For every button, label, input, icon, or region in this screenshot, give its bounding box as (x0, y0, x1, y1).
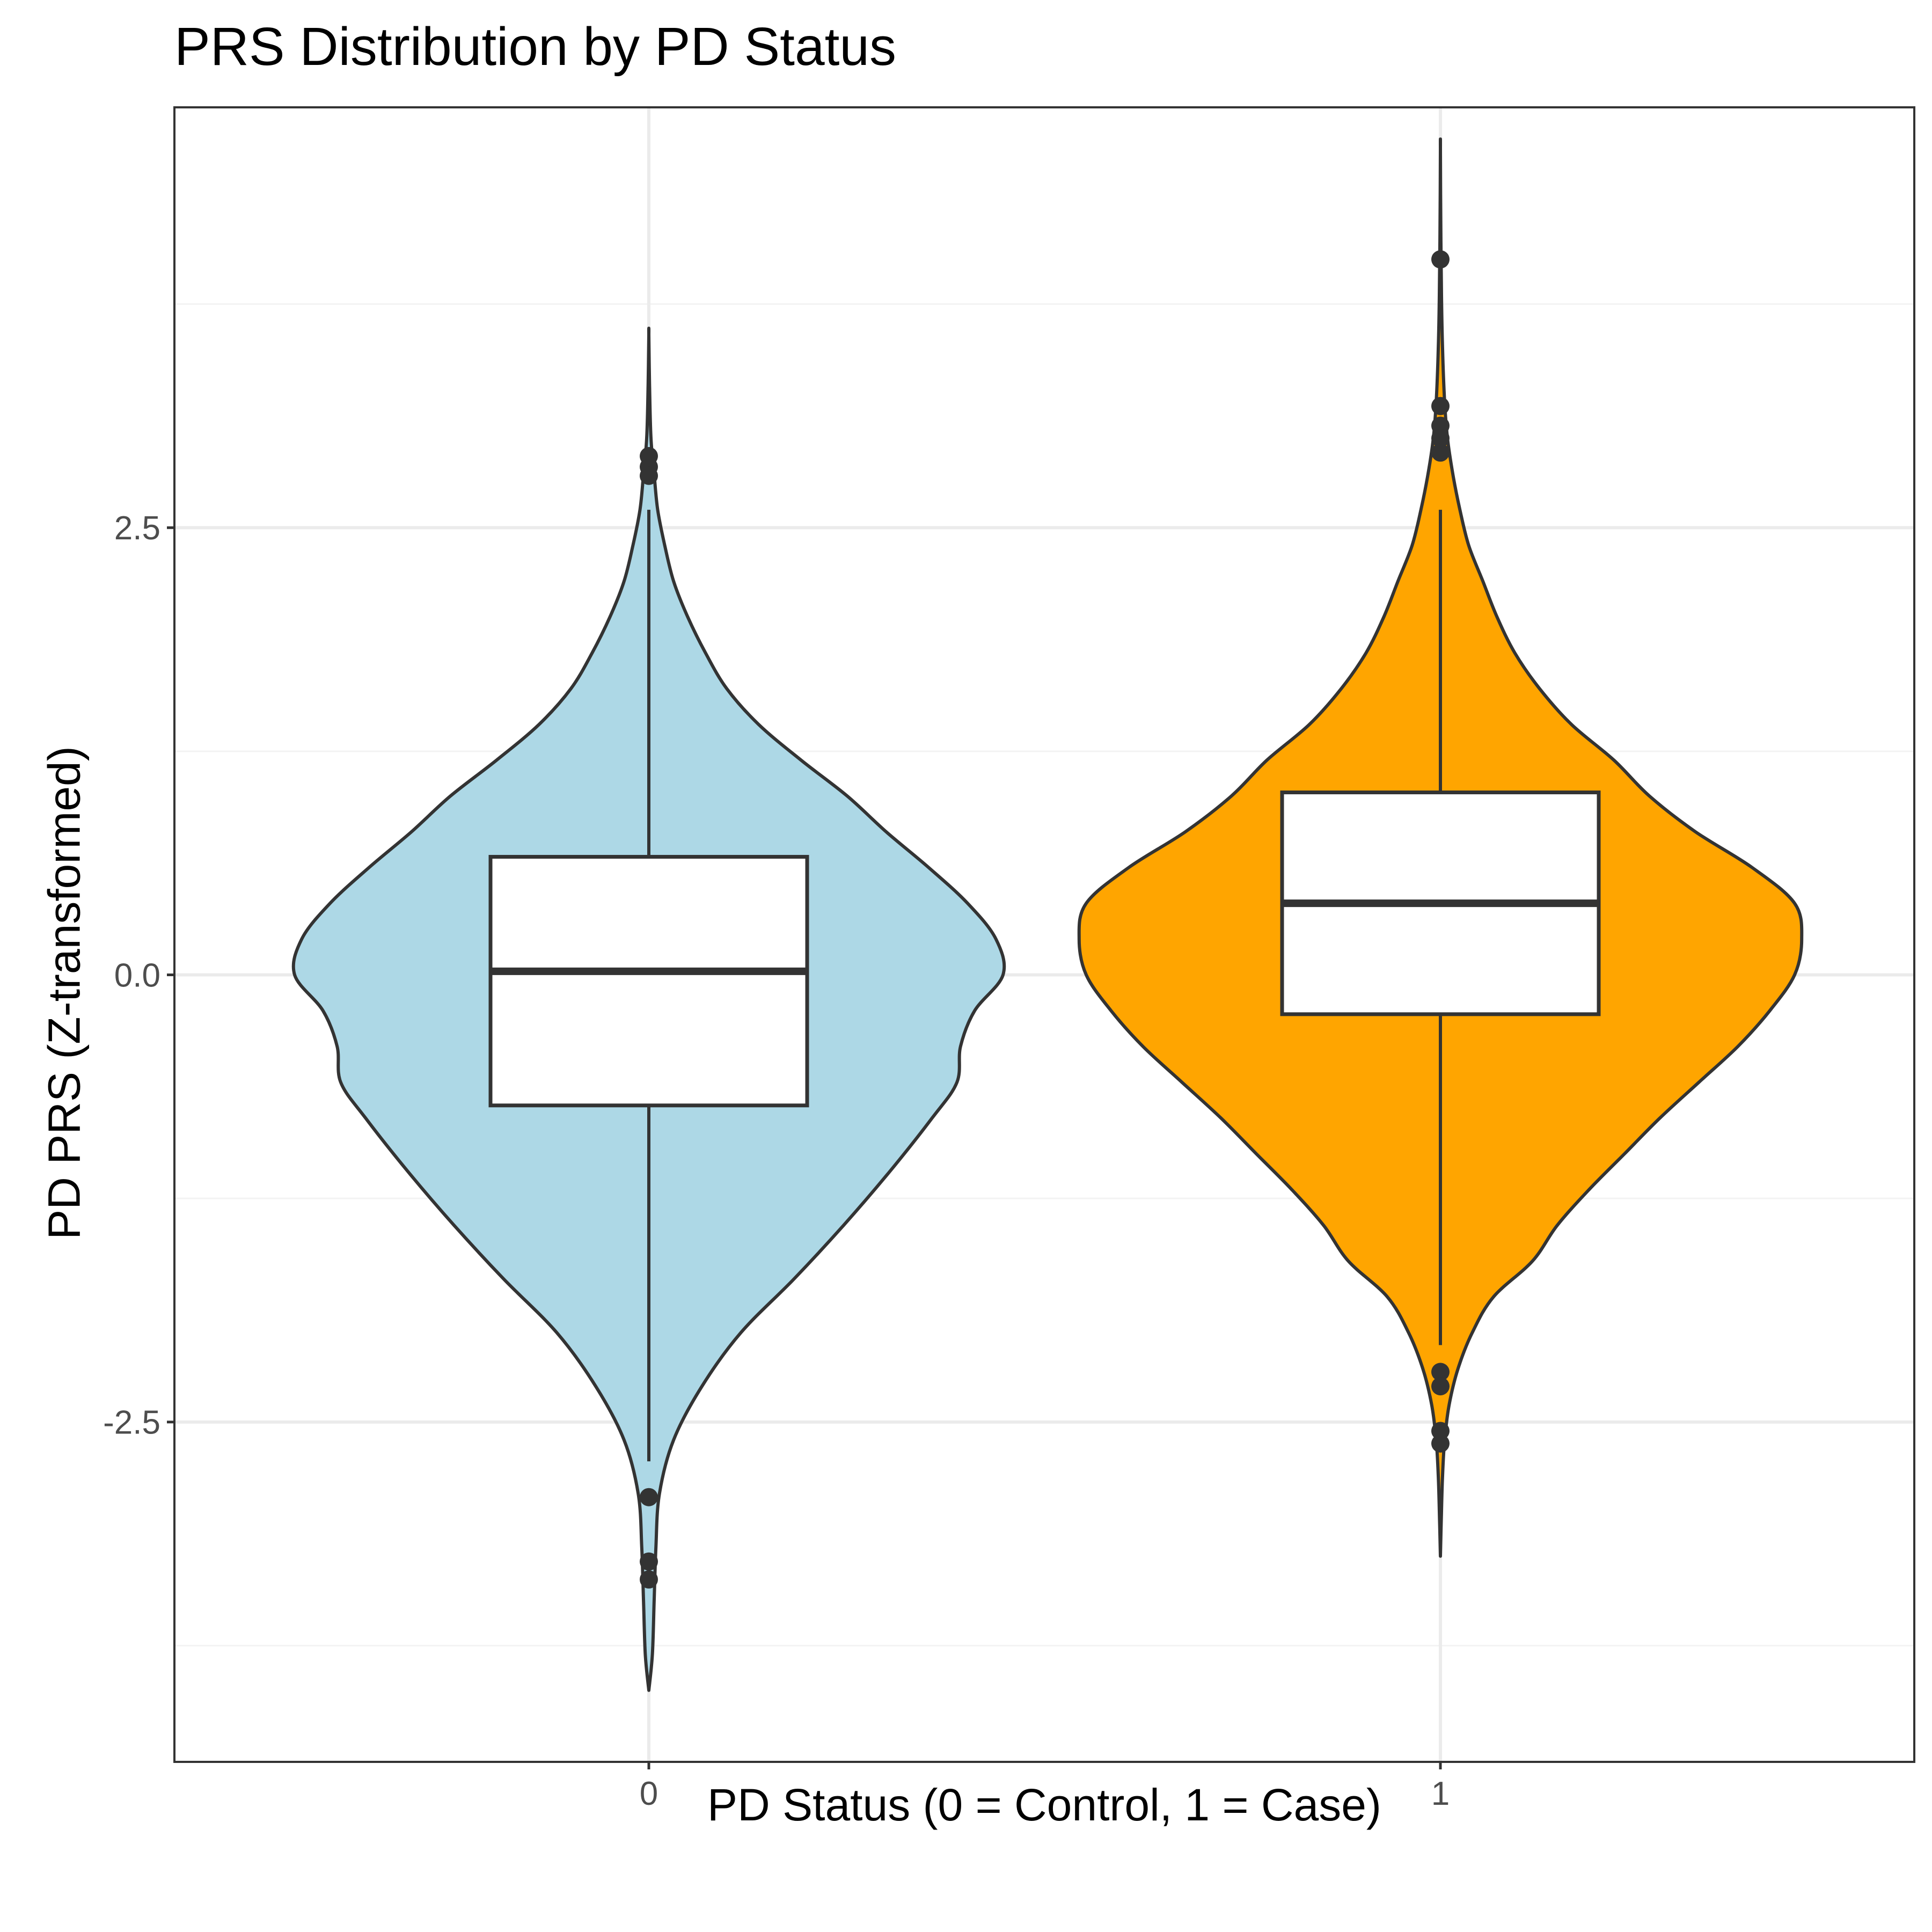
y-tick-label: 2.5 (114, 510, 160, 547)
y-axis: -2.5 0.0 2.5 (103, 510, 174, 1441)
y-tick-label: 0.0 (114, 957, 160, 994)
outlier-point (1431, 1434, 1450, 1453)
outlier-point (1431, 397, 1450, 415)
outlier-point (640, 1488, 658, 1506)
panel-border (173, 106, 1915, 1763)
x-tick-label: 1 (1431, 1775, 1450, 1812)
y-tick-label: -2.5 (103, 1404, 160, 1441)
outlier-point (1431, 1422, 1450, 1440)
outlier-point (1431, 443, 1450, 462)
outlier-point (1431, 250, 1450, 269)
violin-group-1 (1077, 137, 1804, 1558)
violin-group-0 (291, 326, 1006, 1692)
outlier-point (640, 1552, 658, 1571)
outlier-point (640, 1570, 658, 1589)
x-tick-label: 0 (640, 1775, 658, 1812)
chart-title: PRS Distribution by PD Status (174, 17, 896, 77)
box-0 (488, 855, 809, 1108)
outlier-point (1431, 416, 1450, 435)
x-axis-title: PD Status (0 = Control, 1 = Case) (707, 1780, 1381, 1830)
outlier-point (1431, 1377, 1450, 1396)
outlier-point (640, 466, 658, 485)
outlier-point (1431, 1363, 1450, 1381)
violin-groups (291, 137, 1804, 1692)
y-axis-title: PD PRS (Z-transformed) (39, 746, 90, 1240)
outlier-point (1431, 429, 1450, 448)
